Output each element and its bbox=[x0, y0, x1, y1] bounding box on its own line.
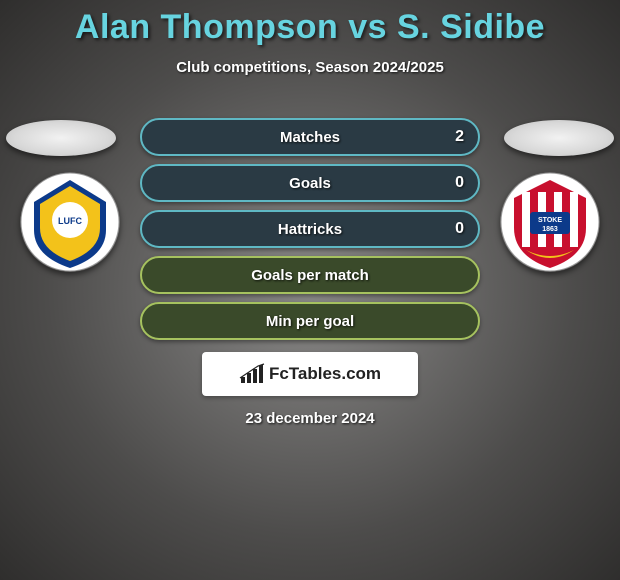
stat-label: Matches bbox=[280, 129, 340, 146]
stat-label: Goals bbox=[289, 175, 331, 192]
svg-text:STOKE: STOKE bbox=[538, 217, 562, 224]
stat-label: Hattricks bbox=[278, 221, 342, 238]
logo-text: FcTables.com bbox=[269, 364, 381, 384]
stat-label: Min per goal bbox=[266, 313, 354, 330]
logo-box: FcTables.com bbox=[202, 352, 418, 396]
player-photo-right bbox=[504, 120, 614, 156]
stat-right-value: 2 bbox=[455, 128, 464, 146]
svg-text:1863: 1863 bbox=[542, 226, 558, 233]
leeds-crest-icon: LUFC bbox=[20, 172, 120, 272]
svg-text:LUFC: LUFC bbox=[58, 216, 82, 226]
stats-column: Matches 2 Goals 0 Hattricks 0 Goals per … bbox=[140, 118, 480, 348]
page-subtitle: Club competitions, Season 2024/2025 bbox=[0, 59, 620, 76]
player-photo-left bbox=[6, 120, 116, 156]
stat-row-goals-per-match: Goals per match bbox=[140, 256, 480, 294]
club-badge-right: STOKE 1863 bbox=[500, 172, 600, 272]
page-title: Alan Thompson vs S. Sidibe bbox=[0, 0, 620, 47]
stat-row-hattricks: Hattricks 0 bbox=[140, 210, 480, 248]
stat-row-min-per-goal: Min per goal bbox=[140, 302, 480, 340]
club-badge-left: LUFC bbox=[20, 172, 120, 272]
bar-chart-icon bbox=[239, 363, 265, 385]
stat-row-matches: Matches 2 bbox=[140, 118, 480, 156]
stat-right-value: 0 bbox=[455, 174, 464, 192]
stat-label: Goals per match bbox=[251, 267, 369, 284]
stoke-crest-icon: STOKE 1863 bbox=[500, 172, 600, 272]
date-text: 23 december 2024 bbox=[245, 410, 374, 427]
stat-right-value: 0 bbox=[455, 220, 464, 238]
stat-row-goals: Goals 0 bbox=[140, 164, 480, 202]
